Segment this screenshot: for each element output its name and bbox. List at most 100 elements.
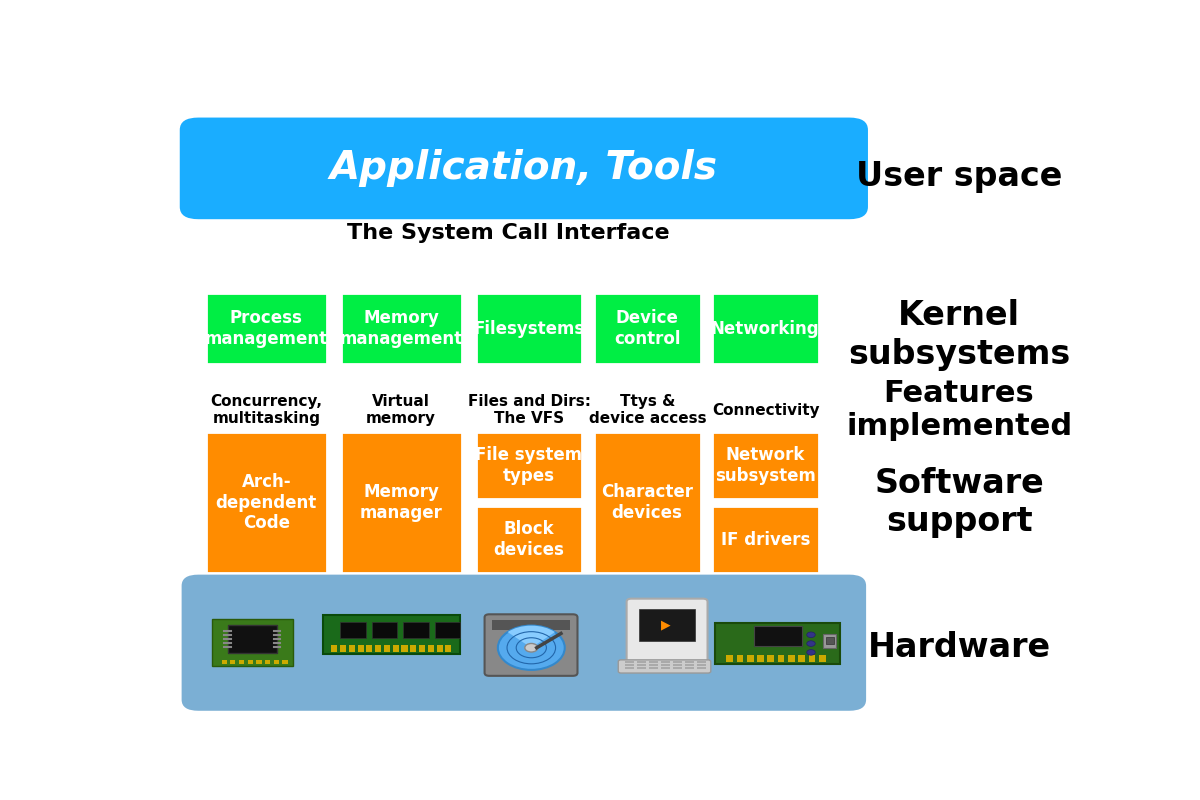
Text: Software
support: Software support	[875, 467, 1044, 538]
FancyBboxPatch shape	[402, 645, 408, 653]
FancyBboxPatch shape	[726, 655, 733, 662]
FancyBboxPatch shape	[649, 666, 659, 669]
FancyBboxPatch shape	[206, 432, 326, 574]
FancyBboxPatch shape	[661, 662, 671, 663]
FancyBboxPatch shape	[673, 662, 683, 663]
FancyBboxPatch shape	[685, 664, 695, 666]
FancyBboxPatch shape	[228, 625, 276, 653]
FancyBboxPatch shape	[376, 645, 382, 653]
FancyBboxPatch shape	[818, 655, 826, 662]
FancyBboxPatch shape	[649, 662, 659, 663]
FancyBboxPatch shape	[823, 634, 836, 648]
FancyBboxPatch shape	[826, 637, 834, 644]
FancyBboxPatch shape	[798, 655, 805, 662]
Text: Arch-
dependent
Code: Arch- dependent Code	[216, 473, 317, 532]
FancyBboxPatch shape	[239, 660, 244, 665]
FancyBboxPatch shape	[392, 645, 398, 653]
FancyBboxPatch shape	[340, 645, 346, 653]
FancyBboxPatch shape	[697, 662, 707, 663]
Text: Network
subsystem: Network subsystem	[715, 446, 816, 485]
Text: The System Call Interface: The System Call Interface	[347, 222, 670, 242]
FancyBboxPatch shape	[754, 626, 802, 646]
FancyBboxPatch shape	[206, 293, 326, 364]
FancyBboxPatch shape	[384, 645, 390, 653]
FancyBboxPatch shape	[594, 432, 701, 574]
FancyBboxPatch shape	[649, 664, 659, 666]
Circle shape	[498, 626, 565, 670]
Text: Filesystems: Filesystems	[473, 319, 584, 338]
FancyBboxPatch shape	[697, 666, 707, 669]
FancyBboxPatch shape	[637, 666, 647, 669]
FancyBboxPatch shape	[661, 666, 671, 669]
FancyBboxPatch shape	[809, 655, 815, 662]
FancyBboxPatch shape	[492, 620, 570, 630]
FancyBboxPatch shape	[358, 645, 364, 653]
FancyBboxPatch shape	[282, 660, 288, 665]
FancyBboxPatch shape	[257, 660, 262, 665]
Circle shape	[806, 650, 815, 655]
FancyBboxPatch shape	[230, 660, 235, 665]
FancyBboxPatch shape	[475, 432, 582, 499]
FancyBboxPatch shape	[697, 664, 707, 666]
FancyBboxPatch shape	[594, 293, 701, 364]
Text: Files and Dirs:
The VFS: Files and Dirs: The VFS	[468, 394, 590, 426]
Text: Ttys &
device access: Ttys & device access	[589, 394, 707, 426]
FancyBboxPatch shape	[434, 622, 460, 638]
Text: Device
control: Device control	[614, 309, 680, 348]
FancyBboxPatch shape	[778, 655, 785, 662]
Text: Features
implemented: Features implemented	[846, 379, 1072, 442]
Text: Application, Tools: Application, Tools	[330, 150, 718, 187]
FancyBboxPatch shape	[737, 655, 743, 662]
FancyBboxPatch shape	[746, 655, 754, 662]
FancyBboxPatch shape	[372, 622, 397, 638]
FancyBboxPatch shape	[637, 664, 647, 666]
FancyBboxPatch shape	[625, 662, 635, 663]
FancyBboxPatch shape	[661, 664, 671, 666]
FancyBboxPatch shape	[331, 645, 337, 653]
FancyBboxPatch shape	[410, 645, 416, 653]
FancyBboxPatch shape	[265, 660, 270, 665]
FancyBboxPatch shape	[247, 660, 253, 665]
FancyBboxPatch shape	[638, 609, 695, 641]
Text: Block
devices: Block devices	[493, 520, 564, 559]
FancyBboxPatch shape	[673, 666, 683, 669]
FancyBboxPatch shape	[427, 645, 434, 653]
FancyBboxPatch shape	[180, 118, 868, 219]
FancyBboxPatch shape	[625, 666, 635, 669]
Circle shape	[524, 643, 538, 652]
FancyBboxPatch shape	[712, 293, 818, 364]
Wedge shape	[508, 626, 554, 648]
Circle shape	[806, 641, 815, 646]
FancyBboxPatch shape	[475, 506, 582, 574]
FancyBboxPatch shape	[437, 645, 443, 653]
FancyBboxPatch shape	[685, 662, 695, 663]
FancyBboxPatch shape	[626, 598, 708, 666]
FancyBboxPatch shape	[181, 574, 866, 710]
FancyBboxPatch shape	[485, 614, 577, 676]
Text: Networking: Networking	[710, 319, 820, 338]
Text: Memory
management: Memory management	[340, 309, 463, 348]
FancyBboxPatch shape	[222, 660, 227, 665]
FancyBboxPatch shape	[324, 615, 460, 654]
FancyBboxPatch shape	[637, 662, 647, 663]
Text: Character
devices: Character devices	[601, 483, 694, 522]
FancyBboxPatch shape	[625, 664, 635, 666]
Text: Kernel
subsystems: Kernel subsystems	[848, 299, 1070, 370]
FancyBboxPatch shape	[403, 622, 428, 638]
Text: Connectivity: Connectivity	[712, 402, 820, 418]
Text: User space: User space	[856, 159, 1062, 193]
FancyBboxPatch shape	[712, 432, 818, 499]
FancyBboxPatch shape	[212, 619, 293, 666]
FancyBboxPatch shape	[475, 293, 582, 364]
Text: ▶: ▶	[661, 618, 671, 631]
Text: Process
management: Process management	[205, 309, 328, 348]
FancyBboxPatch shape	[673, 664, 683, 666]
Text: Virtual
memory: Virtual memory	[366, 394, 436, 426]
Circle shape	[806, 632, 815, 638]
FancyBboxPatch shape	[715, 623, 840, 664]
FancyBboxPatch shape	[349, 645, 355, 653]
FancyBboxPatch shape	[341, 293, 462, 364]
FancyBboxPatch shape	[618, 660, 710, 673]
FancyBboxPatch shape	[712, 506, 818, 574]
FancyBboxPatch shape	[419, 645, 425, 653]
